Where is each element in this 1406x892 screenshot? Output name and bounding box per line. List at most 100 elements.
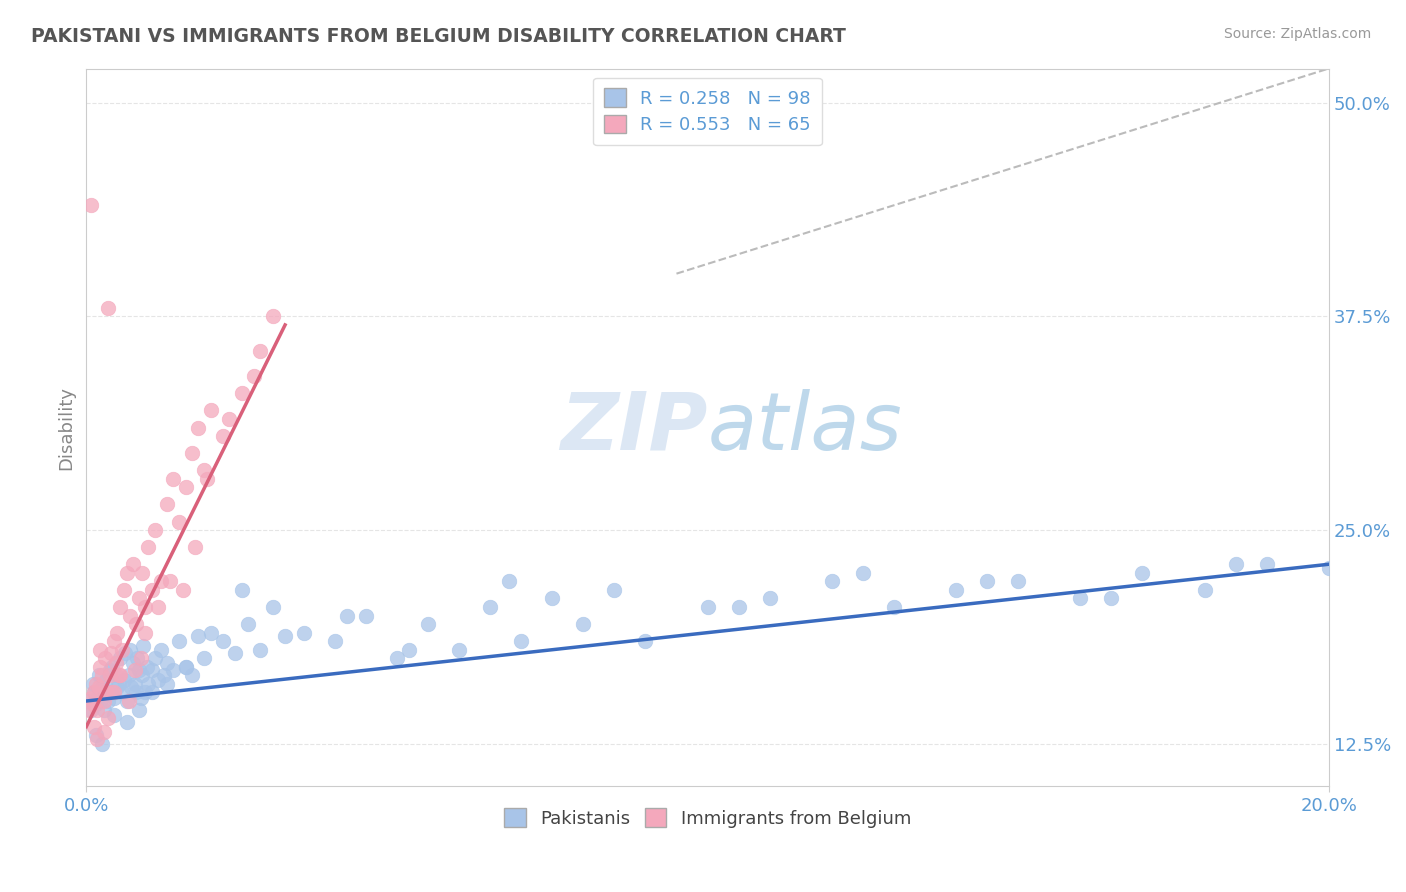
Point (103, 634, 125, 648)
Point (231, 386, 253, 401)
Point (111, 642, 134, 657)
Point (162, 663, 184, 677)
Point (262, 599, 284, 614)
Point (89, 642, 111, 657)
Point (883, 599, 905, 614)
Point (149, 642, 172, 657)
Point (105, 681, 128, 695)
Point (134, 599, 156, 614)
Point (124, 663, 146, 677)
Point (79, 702, 101, 716)
Point (945, 582, 967, 597)
Point (110, 668, 132, 682)
Point (93, 702, 115, 716)
Point (136, 660, 159, 674)
Point (193, 463, 215, 477)
Point (89, 660, 111, 674)
Point (122, 558, 145, 572)
Text: PAKISTANI VS IMMIGRANTS FROM BELGIUM DISABILITY CORRELATION CHART: PAKISTANI VS IMMIGRANTS FROM BELGIUM DIS… (31, 27, 846, 45)
Point (80, 702, 103, 716)
Point (96, 685, 118, 699)
Point (634, 634, 657, 648)
Point (98, 668, 121, 682)
Point (129, 651, 152, 665)
Point (156, 497, 179, 511)
Point (354, 608, 377, 623)
Point (97, 711, 120, 725)
Point (447, 642, 470, 657)
Point (236, 617, 259, 632)
Point (1317, 560, 1340, 574)
Point (94, 685, 117, 699)
Point (90, 681, 112, 695)
Point (1007, 574, 1029, 589)
Point (416, 617, 439, 632)
Point (138, 677, 160, 691)
Point (134, 685, 156, 699)
Point (134, 625, 156, 640)
Point (146, 599, 169, 614)
Point (124, 677, 146, 691)
Point (128, 663, 150, 677)
Point (385, 651, 408, 665)
Point (105, 625, 128, 640)
Point (90, 737, 112, 751)
Point (107, 668, 129, 682)
Point (510, 634, 533, 648)
Point (97, 694, 120, 708)
Point (122, 657, 145, 671)
Y-axis label: Disability: Disability (58, 385, 75, 469)
Point (115, 694, 138, 708)
Point (141, 582, 163, 597)
Point (162, 472, 184, 486)
Point (129, 690, 152, 705)
Point (80, 690, 103, 705)
Point (112, 582, 135, 597)
Point (212, 634, 235, 648)
Point (727, 599, 749, 614)
Point (93, 694, 115, 708)
Point (105, 657, 128, 671)
Point (149, 574, 172, 589)
Point (153, 668, 176, 682)
Point (125, 617, 148, 632)
Point (187, 420, 209, 434)
Point (193, 651, 215, 665)
Point (90, 668, 112, 682)
Point (758, 591, 780, 606)
Point (143, 523, 166, 537)
Point (84, 698, 107, 712)
Point (169, 515, 191, 529)
Point (128, 702, 150, 716)
Point (117, 668, 139, 682)
Point (79, 694, 101, 708)
Point (141, 685, 163, 699)
Point (118, 608, 141, 623)
Point (184, 540, 207, 554)
Point (603, 582, 626, 597)
Point (1225, 558, 1247, 572)
Point (398, 642, 420, 657)
Point (125, 685, 148, 699)
Point (187, 629, 209, 643)
Point (249, 343, 271, 358)
Point (498, 574, 520, 589)
Point (103, 707, 125, 722)
Point (118, 642, 141, 657)
Point (94, 651, 117, 665)
Point (112, 673, 135, 688)
Point (249, 642, 271, 657)
Point (696, 599, 718, 614)
Point (262, 310, 284, 324)
Point (96, 673, 118, 688)
Point (821, 574, 844, 589)
Point (103, 690, 125, 705)
Point (103, 685, 125, 699)
Point (128, 591, 150, 606)
Point (1069, 591, 1091, 606)
Point (115, 566, 138, 580)
Point (200, 403, 222, 417)
Point (479, 599, 502, 614)
Point (174, 660, 197, 674)
Point (1256, 558, 1278, 572)
